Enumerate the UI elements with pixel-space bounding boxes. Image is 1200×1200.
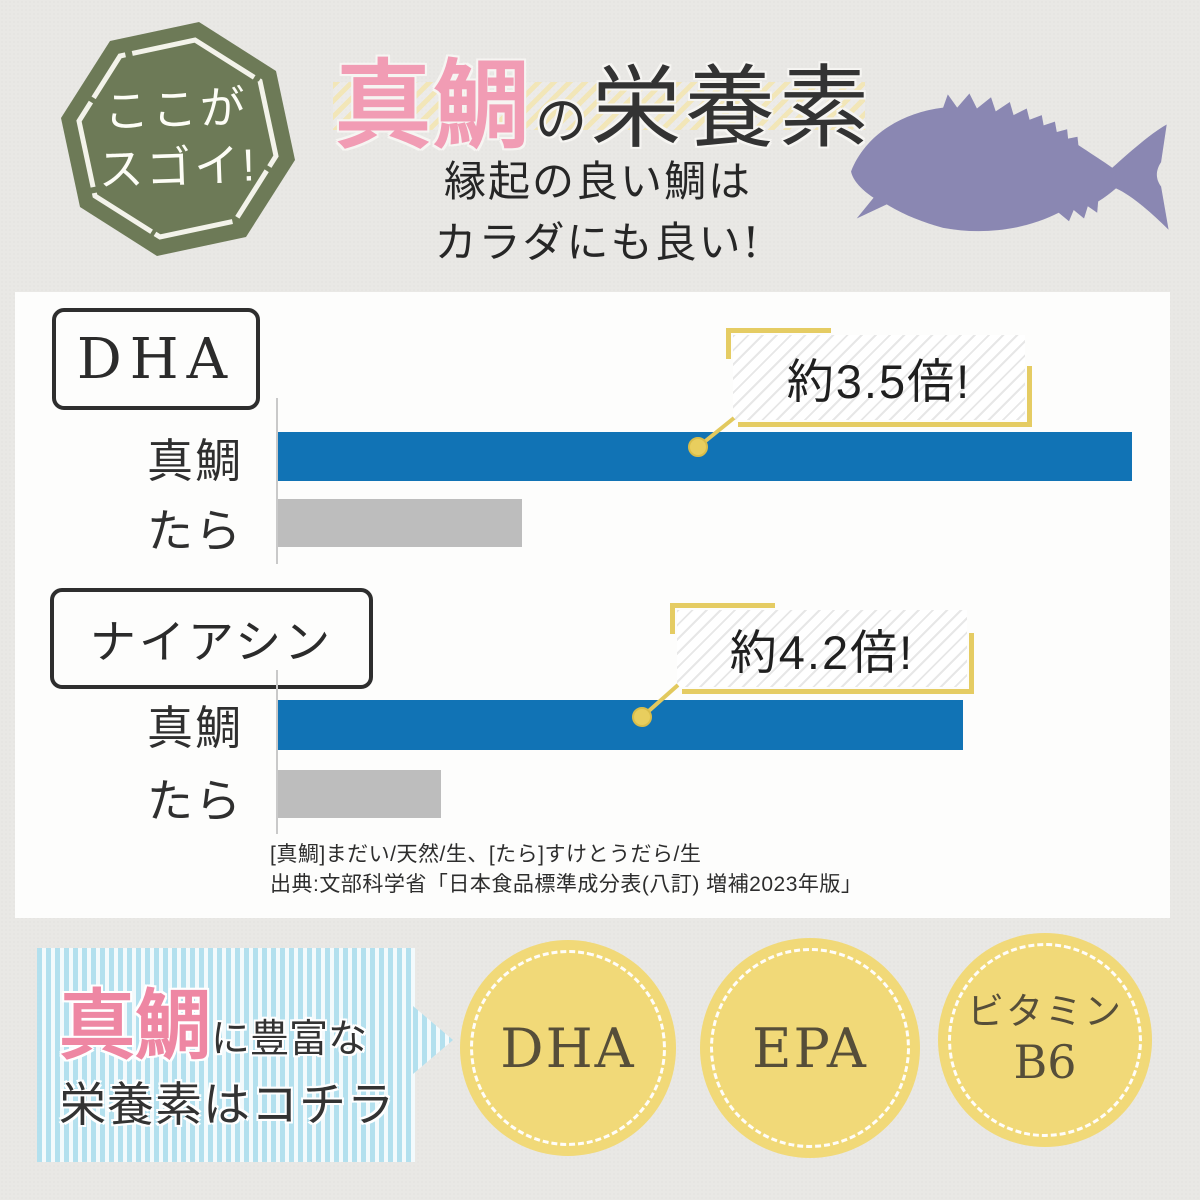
badge-text: ここが スゴイ! [48,10,307,269]
arrow-right-icon [413,1006,453,1074]
page-title: 真鯛の栄養素 [333,28,880,162]
chart1-annotation: 約3.5倍! [786,355,972,408]
chart1-multiplier-callout: 約3.5倍! [726,328,1032,427]
nutrient-label: EPA [752,1016,868,1080]
subtitle-line1: 縁起の良い鯛は [443,157,752,206]
chart2-title-box: ナイアシン [50,588,373,689]
subtitle: 縁起の良い鯛は カラダにも良い! [398,152,798,274]
chart2-annotation: 約4.2倍! [729,626,915,679]
chart2-title: ナイアシン [89,615,334,668]
title-highlight-band [333,82,865,130]
chart2-category-tara: たら [147,775,243,827]
bottom-rest-text: に豊富な [211,1017,368,1062]
chart1-title-box: DHA [52,308,260,410]
callout-corner-icon [737,366,1032,427]
nutrient-circle-dha: DHA [460,940,676,1156]
source-footnote: [真鯛]まだい/天然/生、[たら]すけとうだら/生 出典:文部科学省「日本食品標… [270,840,862,901]
chart1-bar-madai [278,432,1132,481]
chart2-bar-tara [278,770,441,818]
octagon-stamp-icon [61,22,295,256]
title-highlight-word: 真鯛 [335,49,531,162]
chart-panel: DHA 真鯛 たら 約3.5倍! ナイアシン 真鯛 たら 約4.2倍! [真鯛]… [15,292,1170,918]
title-text: 真鯛の栄養素 [335,28,873,167]
chart1-category-madai: 真鯛 [147,435,243,487]
nutrient-label: ビタミン [967,990,1123,1034]
highlight-badge: ここが スゴイ! [52,14,302,264]
bottom-banner-line1: 真鯛に豊富な [59,964,367,1074]
chart2-category-madai: 真鯛 [147,702,243,754]
chart1-bar-tara [278,499,522,547]
chart2-bar-madai [278,700,963,750]
callout-corner-icon [670,603,775,634]
title-rest-word: 栄養素 [591,56,874,161]
badge-line1: ここが [103,81,249,138]
chart1-category-tara: たら [147,505,243,557]
footnote-line2: 出典:文部科学省「日本食品標準成分表(八訂) 増補2023年版」 [270,873,863,897]
sea-bream-icon [851,93,1169,232]
footnote-line1: [真鯛]まだい/天然/生、[たら]すけとうだら/生 [270,843,702,866]
subtitle-line2: カラダにも良い! [434,217,762,267]
callout-corner-icon [681,633,974,694]
bottom-banner-line2: 栄養素はコチラ [59,1078,395,1133]
title-particle: の [535,92,588,152]
chart1-axis [276,398,278,564]
nutrient-circle-vitamin-b6: ビタミン B6 [938,933,1152,1147]
bottom-highlight-word: 真鯛 [59,981,211,1070]
callout-corner-icon [726,328,831,359]
chart1-title: DHA [76,326,236,392]
nutrient-label: DHA [500,1016,636,1080]
nutrient-label-line2: B6 [1013,1034,1077,1089]
nutrient-circle-epa: EPA [700,938,920,1158]
badge-line2: スゴイ! [97,139,259,196]
bottom-banner: 真鯛に豊富な 栄養素はコチラ [37,948,415,1162]
chart2-axis [276,670,278,834]
chart2-multiplier-callout: 約4.2倍! [670,603,974,694]
